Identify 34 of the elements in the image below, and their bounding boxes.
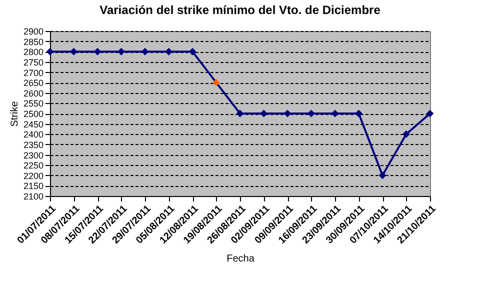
point <box>284 110 292 118</box>
y-tick-label: 2800 <box>23 47 44 58</box>
y-tick-label: 2750 <box>23 57 44 68</box>
point <box>426 110 434 118</box>
y-axis-title: Strike <box>9 100 20 127</box>
point <box>331 110 339 118</box>
y-tick-label: 2250 <box>23 160 44 171</box>
y-tick-label: 2300 <box>23 150 44 160</box>
point <box>212 78 220 86</box>
y-tick-label: 2700 <box>23 68 44 78</box>
point <box>165 48 172 56</box>
point <box>46 48 54 56</box>
y-tick-label: 2350 <box>23 140 44 150</box>
point <box>236 110 244 118</box>
x-axis-title: Fecha <box>226 254 255 265</box>
y-tick-label: 2550 <box>23 98 44 109</box>
y-tick-label: 2500 <box>23 109 44 119</box>
y-tick-label: 2850 <box>23 36 44 47</box>
y-tick-label: 2100 <box>23 192 44 202</box>
y-tick-label: 2650 <box>23 78 44 88</box>
y-tick-label: 2400 <box>23 130 44 140</box>
chart-title: Variación del strike mínimo del Vto. de Diciembre <box>100 3 381 17</box>
point <box>378 172 386 180</box>
y-tick-label: 2450 <box>23 119 44 130</box>
point <box>118 48 125 56</box>
y-tick-label: 2200 <box>23 170 44 181</box>
point <box>188 48 196 56</box>
point <box>94 48 102 56</box>
point <box>402 130 410 138</box>
y-tick-label: 2150 <box>23 181 44 192</box>
point <box>70 48 78 56</box>
y-tick-label: 2900 <box>23 26 44 36</box>
point <box>141 48 149 56</box>
y-tick-label: 2600 <box>23 88 44 98</box>
